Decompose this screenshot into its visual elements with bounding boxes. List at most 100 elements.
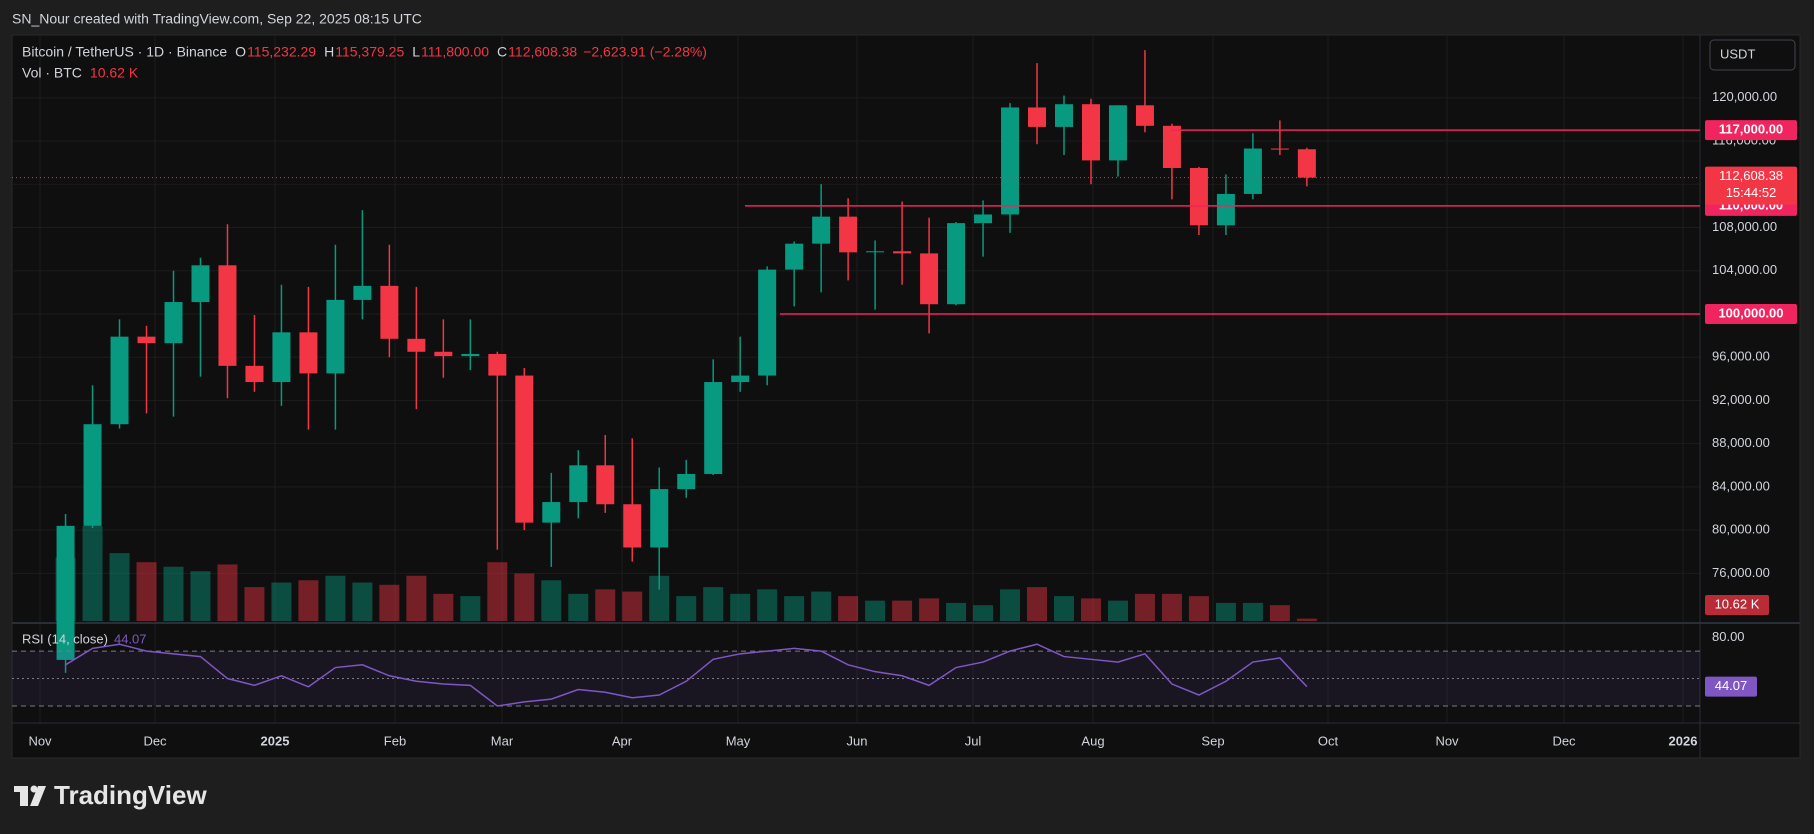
legend-value: 111,800.00 <box>421 44 489 60</box>
volume-bar <box>892 600 913 621</box>
volume-bar <box>514 573 535 621</box>
candle-body <box>380 285 399 339</box>
y-tick-label: 84,000.00 <box>1712 478 1770 493</box>
volume-bar <box>82 526 103 621</box>
x-tick-label: Jul <box>965 733 982 748</box>
legend-label: O <box>235 44 246 60</box>
candle-body <box>623 504 642 548</box>
candle-body <box>542 502 561 523</box>
y-tick-label: 88,000.00 <box>1712 435 1770 450</box>
logo-text: TradingView <box>54 780 207 810</box>
candle-body <box>461 353 480 357</box>
logo-icon <box>14 785 46 806</box>
volume-bar <box>811 591 832 621</box>
candle-body <box>1270 148 1289 150</box>
candle-body <box>1243 148 1262 194</box>
legend-label: H <box>324 44 334 60</box>
volume-bar <box>649 575 670 621</box>
candle-body <box>1216 193 1235 226</box>
volume-bar <box>1269 605 1290 621</box>
x-tick-label: Feb <box>384 733 406 748</box>
candle-body <box>515 375 534 523</box>
candle-body <box>1028 107 1047 127</box>
x-tick-label: 2025 <box>261 733 290 748</box>
candle-body <box>839 216 858 253</box>
candle-body <box>569 465 588 503</box>
volume-bar <box>1161 593 1182 621</box>
volume-bar <box>1296 618 1317 621</box>
candle-body <box>1189 167 1208 226</box>
candle-body <box>893 251 912 254</box>
rsi-tag <box>1705 676 1757 697</box>
volume-bar <box>1027 587 1048 621</box>
candle-body <box>353 285 372 300</box>
volume-bar <box>217 564 238 621</box>
candle-body <box>758 269 777 376</box>
candle-body <box>947 223 966 305</box>
header-text: SN_Nour created with TradingView.com, Se… <box>12 11 422 27</box>
y-tick-label: 80,000.00 <box>1712 522 1770 537</box>
candle-body <box>1055 104 1074 127</box>
candle-body <box>272 332 291 383</box>
volume-bar <box>352 582 373 621</box>
candle-body <box>704 382 723 474</box>
candle-body <box>920 253 939 305</box>
y-tick-label: 120,000.00 <box>1712 89 1777 104</box>
candle-body <box>137 336 156 344</box>
volume-bar <box>433 593 454 621</box>
legend-value: 115,379.25 <box>335 44 404 60</box>
volume-bar <box>136 562 157 621</box>
y-tick-label: 108,000.00 <box>1712 219 1777 234</box>
x-tick-label: Apr <box>612 733 633 748</box>
volume-bar <box>1054 596 1075 621</box>
volume-bar <box>838 596 859 621</box>
level-tag <box>1705 303 1797 324</box>
rsi-tick-label: 80.00 <box>1712 629 1745 644</box>
volume-bar <box>541 580 562 621</box>
volume-bar <box>1000 589 1021 621</box>
volume-bar <box>163 566 184 621</box>
candle-body <box>1001 107 1020 215</box>
candle-body <box>191 265 210 303</box>
candle-body <box>326 299 345 374</box>
volume-bar <box>1188 596 1209 621</box>
candle-body <box>1081 104 1100 161</box>
candle-body <box>974 214 993 224</box>
candle-body <box>245 365 264 383</box>
volume-bar <box>568 593 589 621</box>
candle-body <box>110 336 129 425</box>
volume-bar <box>1107 600 1128 621</box>
x-tick-label: Aug <box>1081 733 1104 748</box>
currency-button[interactable] <box>1709 39 1796 71</box>
x-tick-label: Dec <box>1552 733 1576 748</box>
y-tick-label: 76,000.00 <box>1712 565 1770 580</box>
volume-bar <box>703 587 724 621</box>
level-tag-label: 117,000.00 <box>1719 122 1783 137</box>
volume-bar <box>622 591 643 621</box>
volume-bar <box>487 562 508 621</box>
legend-symbol: Bitcoin / TetherUS · 1D · Binance <box>22 44 227 60</box>
rsi-value: 44.07 <box>114 631 147 646</box>
y-tick-label: 92,000.00 <box>1712 392 1770 407</box>
candle-body <box>1162 125 1181 168</box>
candle-body <box>407 338 426 352</box>
candle-body <box>596 465 615 505</box>
x-tick-label: Oct <box>1318 733 1339 748</box>
volume-bar <box>190 571 211 621</box>
y-tick-label: 104,000.00 <box>1712 262 1777 277</box>
volume-bar <box>784 596 805 621</box>
last-price-label: 112,608.38 <box>1719 168 1783 183</box>
candle-body <box>218 265 237 366</box>
volume-bar <box>973 605 994 621</box>
candle-body <box>677 473 696 490</box>
currency-label: USDT <box>1720 46 1755 61</box>
volume-bar <box>109 553 130 621</box>
volume-bar <box>1080 598 1101 621</box>
volume-bar <box>1242 602 1263 621</box>
candle-body <box>299 332 318 374</box>
candle-body <box>650 489 669 548</box>
x-tick-label: May <box>726 733 751 748</box>
volume-bar <box>946 602 967 621</box>
